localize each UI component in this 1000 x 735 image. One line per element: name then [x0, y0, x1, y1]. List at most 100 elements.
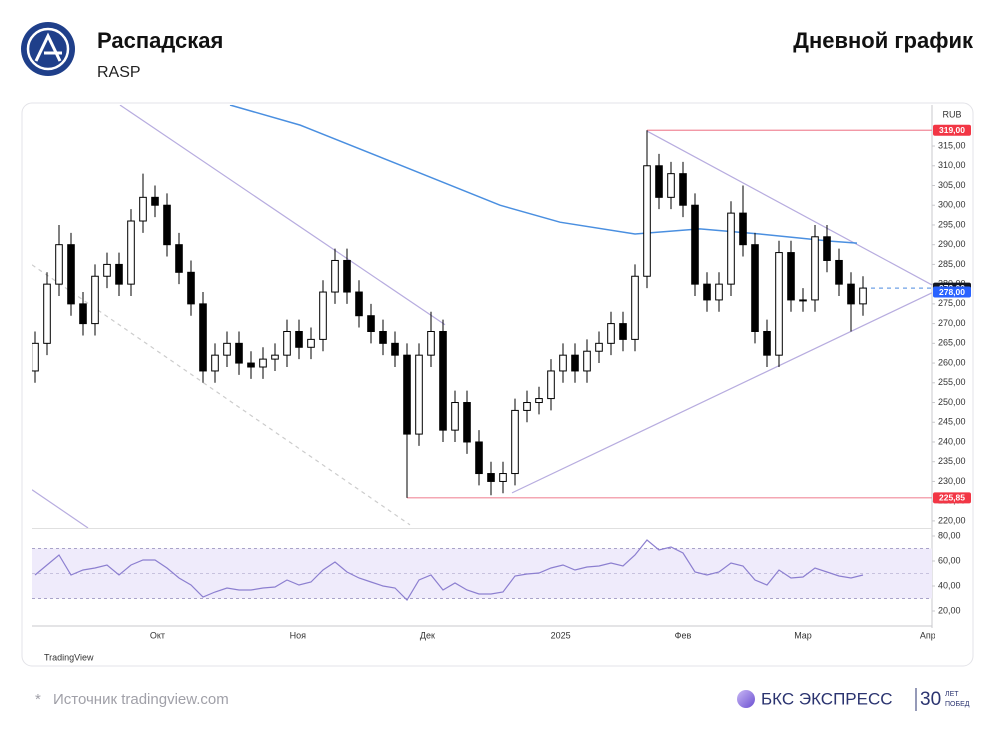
y-tick-label: 230,00: [938, 476, 966, 486]
candle-body: [307, 338, 315, 348]
candle-body: [559, 354, 567, 372]
candle-body: [175, 244, 183, 273]
candle-body: [103, 263, 111, 277]
candle-body: [367, 315, 375, 332]
rsi-tick-label: 40,00: [938, 580, 961, 590]
candle-body: [235, 342, 243, 364]
candle-body: [643, 165, 651, 277]
candle-body: [391, 342, 399, 356]
candle-body: [655, 165, 663, 198]
candle-body: [811, 236, 819, 301]
candle-body: [415, 354, 423, 435]
unit-label: RUB: [942, 109, 961, 119]
candle-body: [535, 398, 543, 404]
candle-body: [631, 275, 639, 340]
y-tick-label: 245,00: [938, 417, 966, 427]
candle-body: [463, 402, 471, 443]
candle-body: [139, 196, 147, 222]
candle-body: [751, 244, 759, 332]
moving-average: [229, 105, 858, 244]
candle-body: [763, 330, 771, 356]
candle-body: [619, 323, 627, 340]
candle-body: [295, 330, 303, 348]
price-label: 278,00: [939, 287, 965, 297]
candle-body: [379, 330, 387, 344]
candle-body: [595, 342, 603, 352]
x-tick-label: Ноя: [290, 630, 307, 640]
y-tick-label: 275,00: [938, 298, 966, 308]
y-tick-label: 300,00: [938, 200, 966, 210]
candle-body: [115, 263, 123, 285]
brand-years-2: ПОБЕД: [945, 701, 970, 708]
y-tick-label: 285,00: [938, 259, 966, 269]
candle-body: [715, 283, 723, 301]
candle-body: [163, 204, 171, 246]
candle-body: [775, 252, 783, 356]
candle-body: [739, 212, 747, 246]
candle-body: [727, 212, 735, 285]
candle-body: [91, 275, 99, 325]
price-label-box: [933, 286, 971, 298]
candle-body: [451, 402, 459, 431]
time-axis: СенОктНояДек2025ФевМарАпр: [150, 630, 935, 640]
candle-body: [343, 259, 351, 293]
footnote-mark: *: [35, 691, 41, 708]
candle-body: [475, 441, 483, 475]
x-tick-label: Фев: [675, 630, 692, 640]
candle-body: [151, 196, 159, 206]
y-tick-label: 235,00: [938, 456, 966, 466]
candle-body: [55, 244, 63, 285]
rsi-pane: [32, 539, 932, 601]
candle-body: [331, 259, 339, 293]
trendline: [511, 292, 932, 494]
x-tick-label: Мар: [794, 630, 812, 640]
candle-body: [667, 173, 675, 198]
candle-body: [787, 252, 795, 301]
candle-body: [799, 299, 807, 302]
candle-body: [67, 244, 75, 305]
y-tick-label: 240,00: [938, 436, 966, 446]
x-tick-label: 2025: [551, 630, 571, 640]
card: [21, 102, 974, 667]
candle-body: [427, 330, 435, 356]
trendline: [119, 105, 446, 326]
candle-body: [223, 342, 231, 356]
candle-body: [523, 402, 531, 411]
y-tick-label: 250,00: [938, 397, 966, 407]
price-pane: [32, 105, 932, 528]
candle-body: [199, 303, 207, 372]
candle-body: [679, 173, 687, 206]
price-label-box: [933, 124, 971, 136]
brand: БКС ЭКСПРЕСС: [761, 689, 893, 708]
price-axis: 220,00225,00230,00235,00240,00245,00250,…: [932, 124, 971, 615]
candle-body: [283, 330, 291, 356]
candle-body: [247, 362, 255, 368]
x-tick-label: Дек: [420, 630, 435, 640]
price-label-box: [933, 492, 971, 504]
price-label: 319,00: [939, 125, 965, 135]
candle-body: [43, 283, 51, 344]
candle-body: [439, 330, 447, 431]
rsi-tick-label: 80,00: [938, 530, 961, 540]
candle-body: [187, 271, 195, 305]
y-tick-label: 310,00: [938, 160, 966, 170]
candle-body: [691, 204, 699, 285]
watermark: TradingView: [44, 652, 94, 662]
trendline: [646, 130, 932, 286]
logo-ring: [26, 27, 70, 71]
source: Источник tradingview.com: [53, 691, 229, 708]
rsi-line: [34, 539, 864, 601]
trendline: [32, 489, 89, 528]
candle-body: [859, 287, 867, 305]
brand-years-1: ЛЕТ: [945, 691, 959, 698]
candle-body: [703, 283, 711, 301]
brand-logo: [737, 690, 755, 708]
candle-body: [607, 323, 615, 344]
candle-body: [211, 354, 219, 372]
candle-body: [271, 354, 279, 360]
rsi-tick-label: 60,00: [938, 555, 961, 565]
candle-body: [403, 354, 411, 435]
y-tick-label: 260,00: [938, 357, 966, 367]
